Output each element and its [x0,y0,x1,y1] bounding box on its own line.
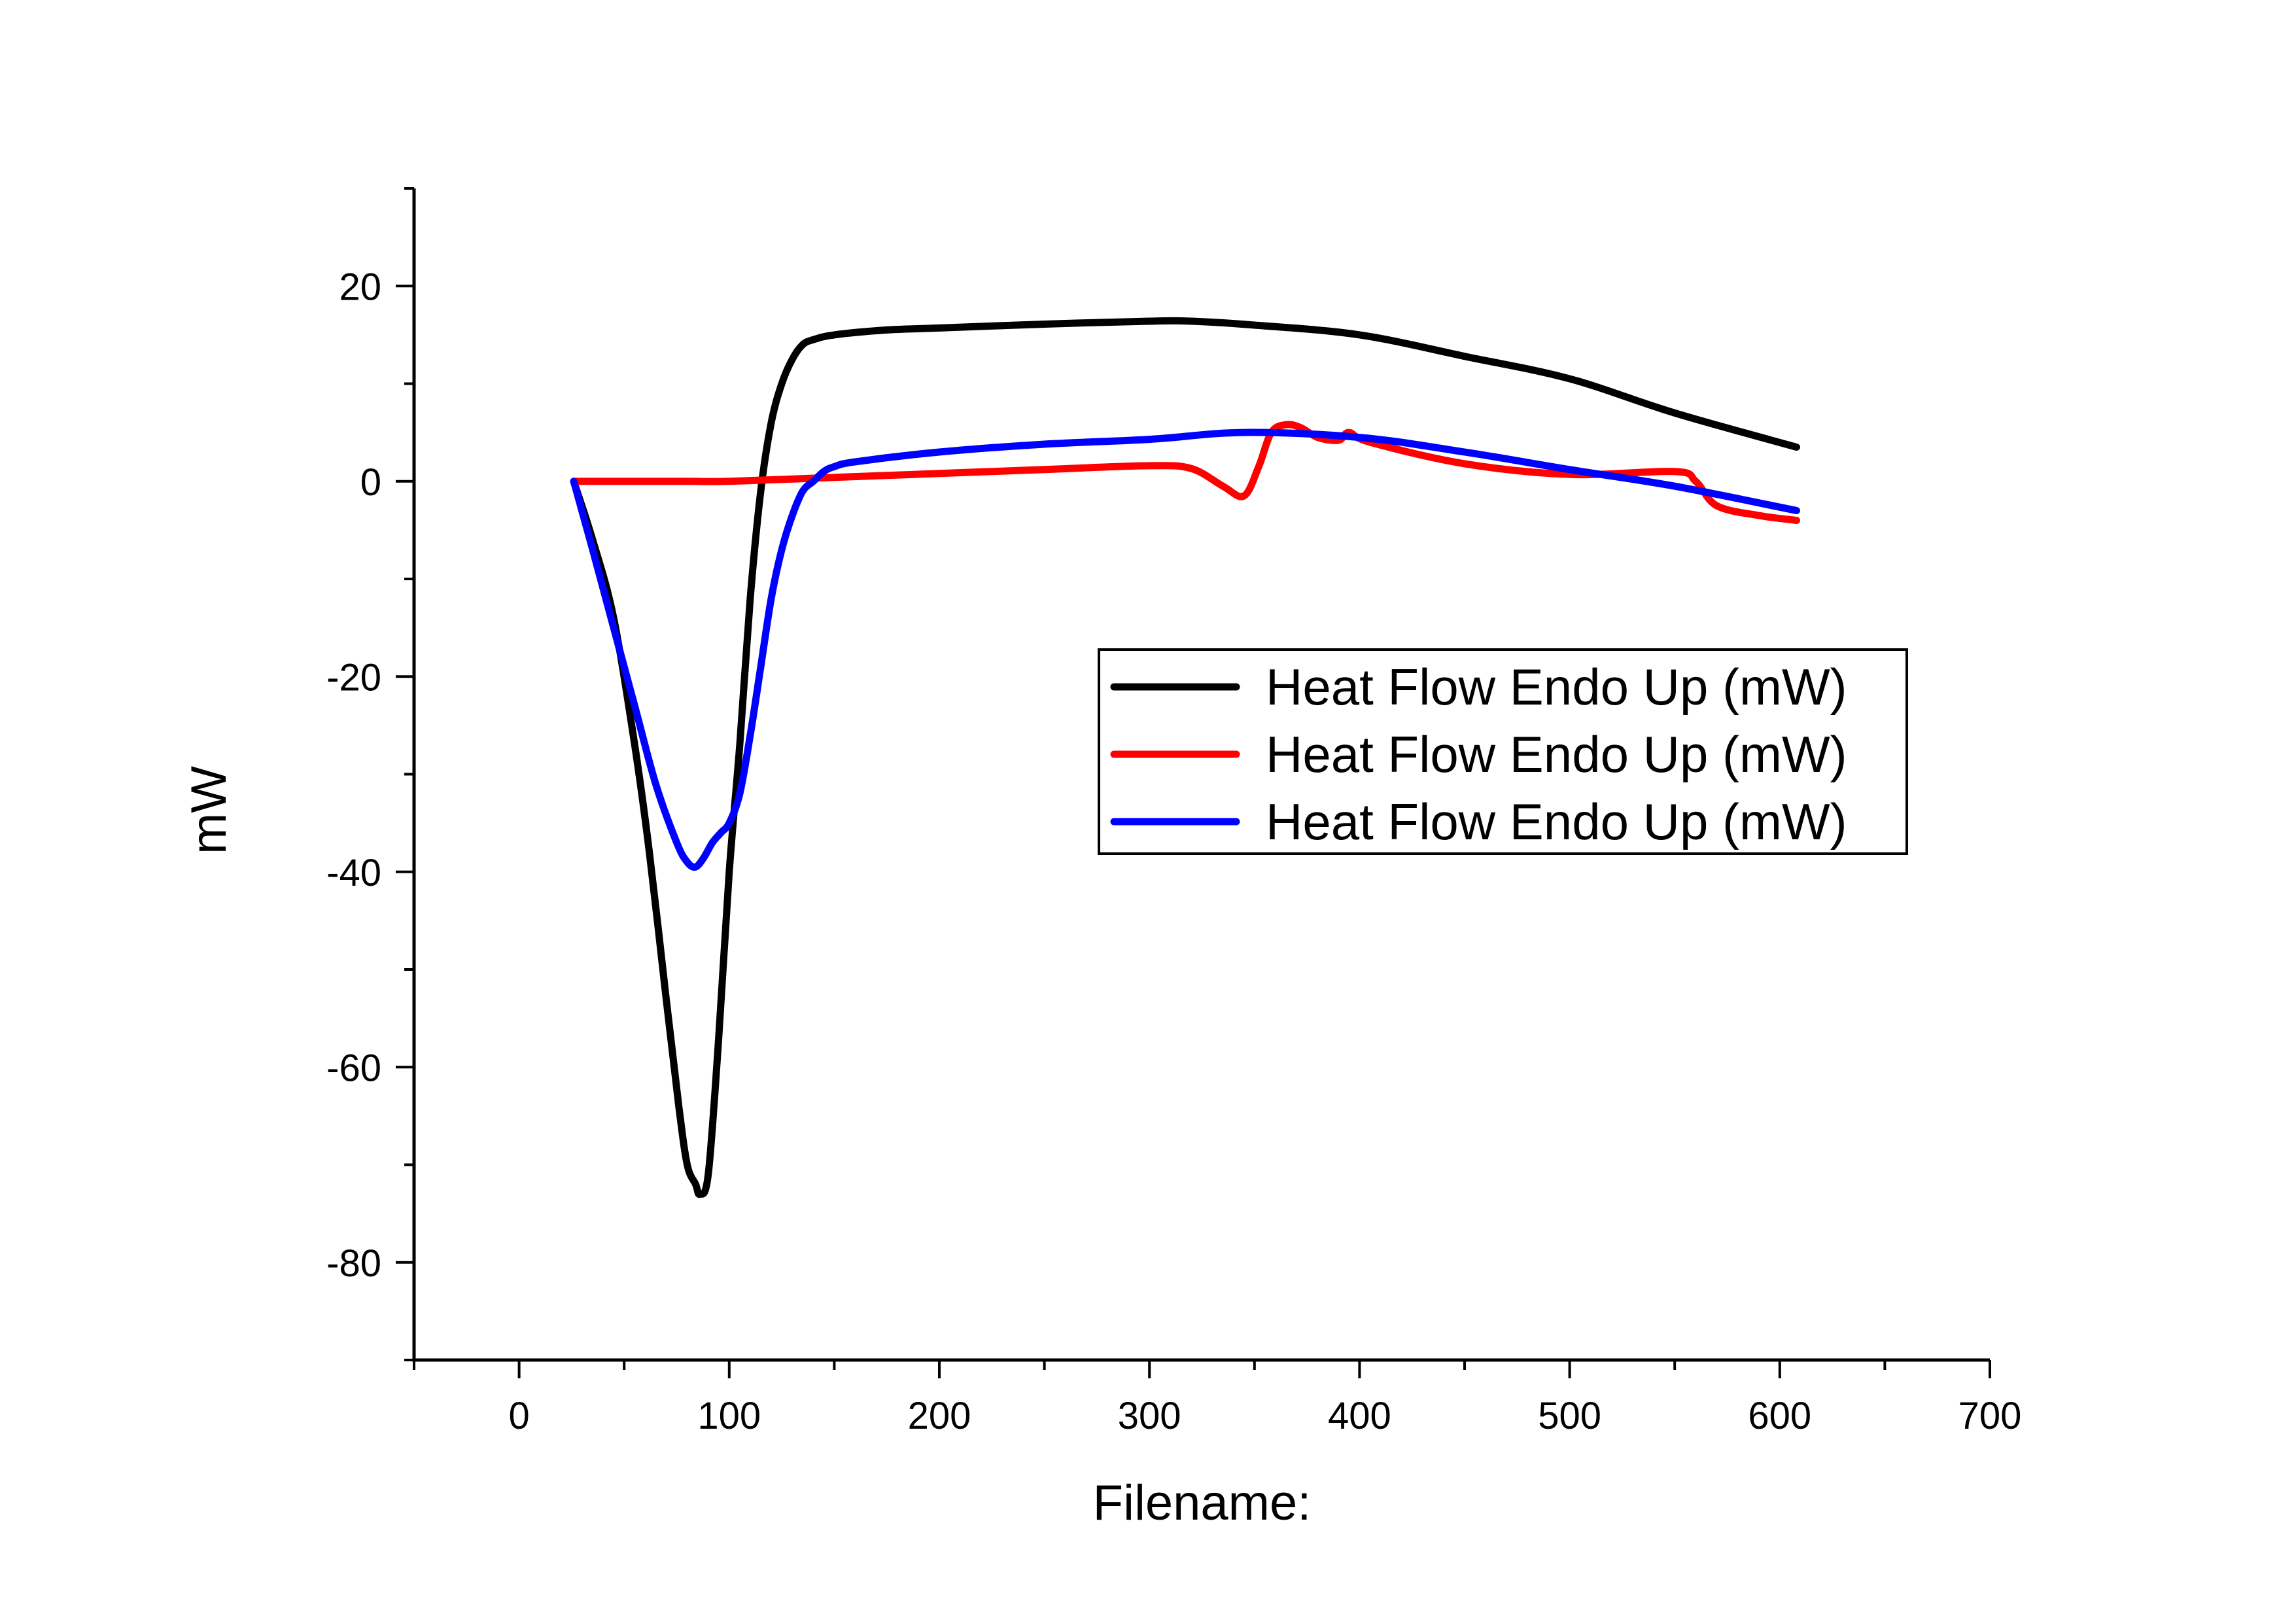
x-tick-label: 600 [1748,1395,1811,1437]
y-tick-label: 0 [360,461,381,504]
plot-lines [570,317,1800,1198]
series-line-black [570,317,1800,1198]
x-tick-label: 0 [508,1395,529,1437]
y-tick-label: -60 [326,1047,381,1089]
legend-label: Heat Flow Endo Up (mW) [1266,658,1847,716]
y-tick-label: 20 [339,266,381,308]
x-tick-label: 100 [697,1395,761,1437]
y-tick-label: -80 [326,1242,381,1285]
legend-label: Heat Flow Endo Up (mW) [1266,793,1847,850]
x-tick-label: 400 [1328,1395,1391,1437]
x-axis-label: Filename: [1093,1475,1312,1531]
x-tick-label: 500 [1538,1395,1601,1437]
x-tick-label: 300 [1118,1395,1181,1437]
series-line-blue [570,428,1800,871]
y-axis-label: mW [181,766,237,854]
axes: 0 100 200 300 400 500 600 700 -80 -60 -40 -20 0 20 [326,187,2022,1437]
legend: Heat Flow Endo Up (mW) Heat Flow Endo Up … [1098,648,1908,855]
y-tick-label: -40 [326,852,381,894]
x-tick-label: 200 [908,1395,971,1437]
y-tick-label: -20 [326,656,381,699]
x-tick-label: 700 [1958,1395,2022,1437]
legend-label: Heat Flow Endo Up (mW) [1266,725,1847,783]
